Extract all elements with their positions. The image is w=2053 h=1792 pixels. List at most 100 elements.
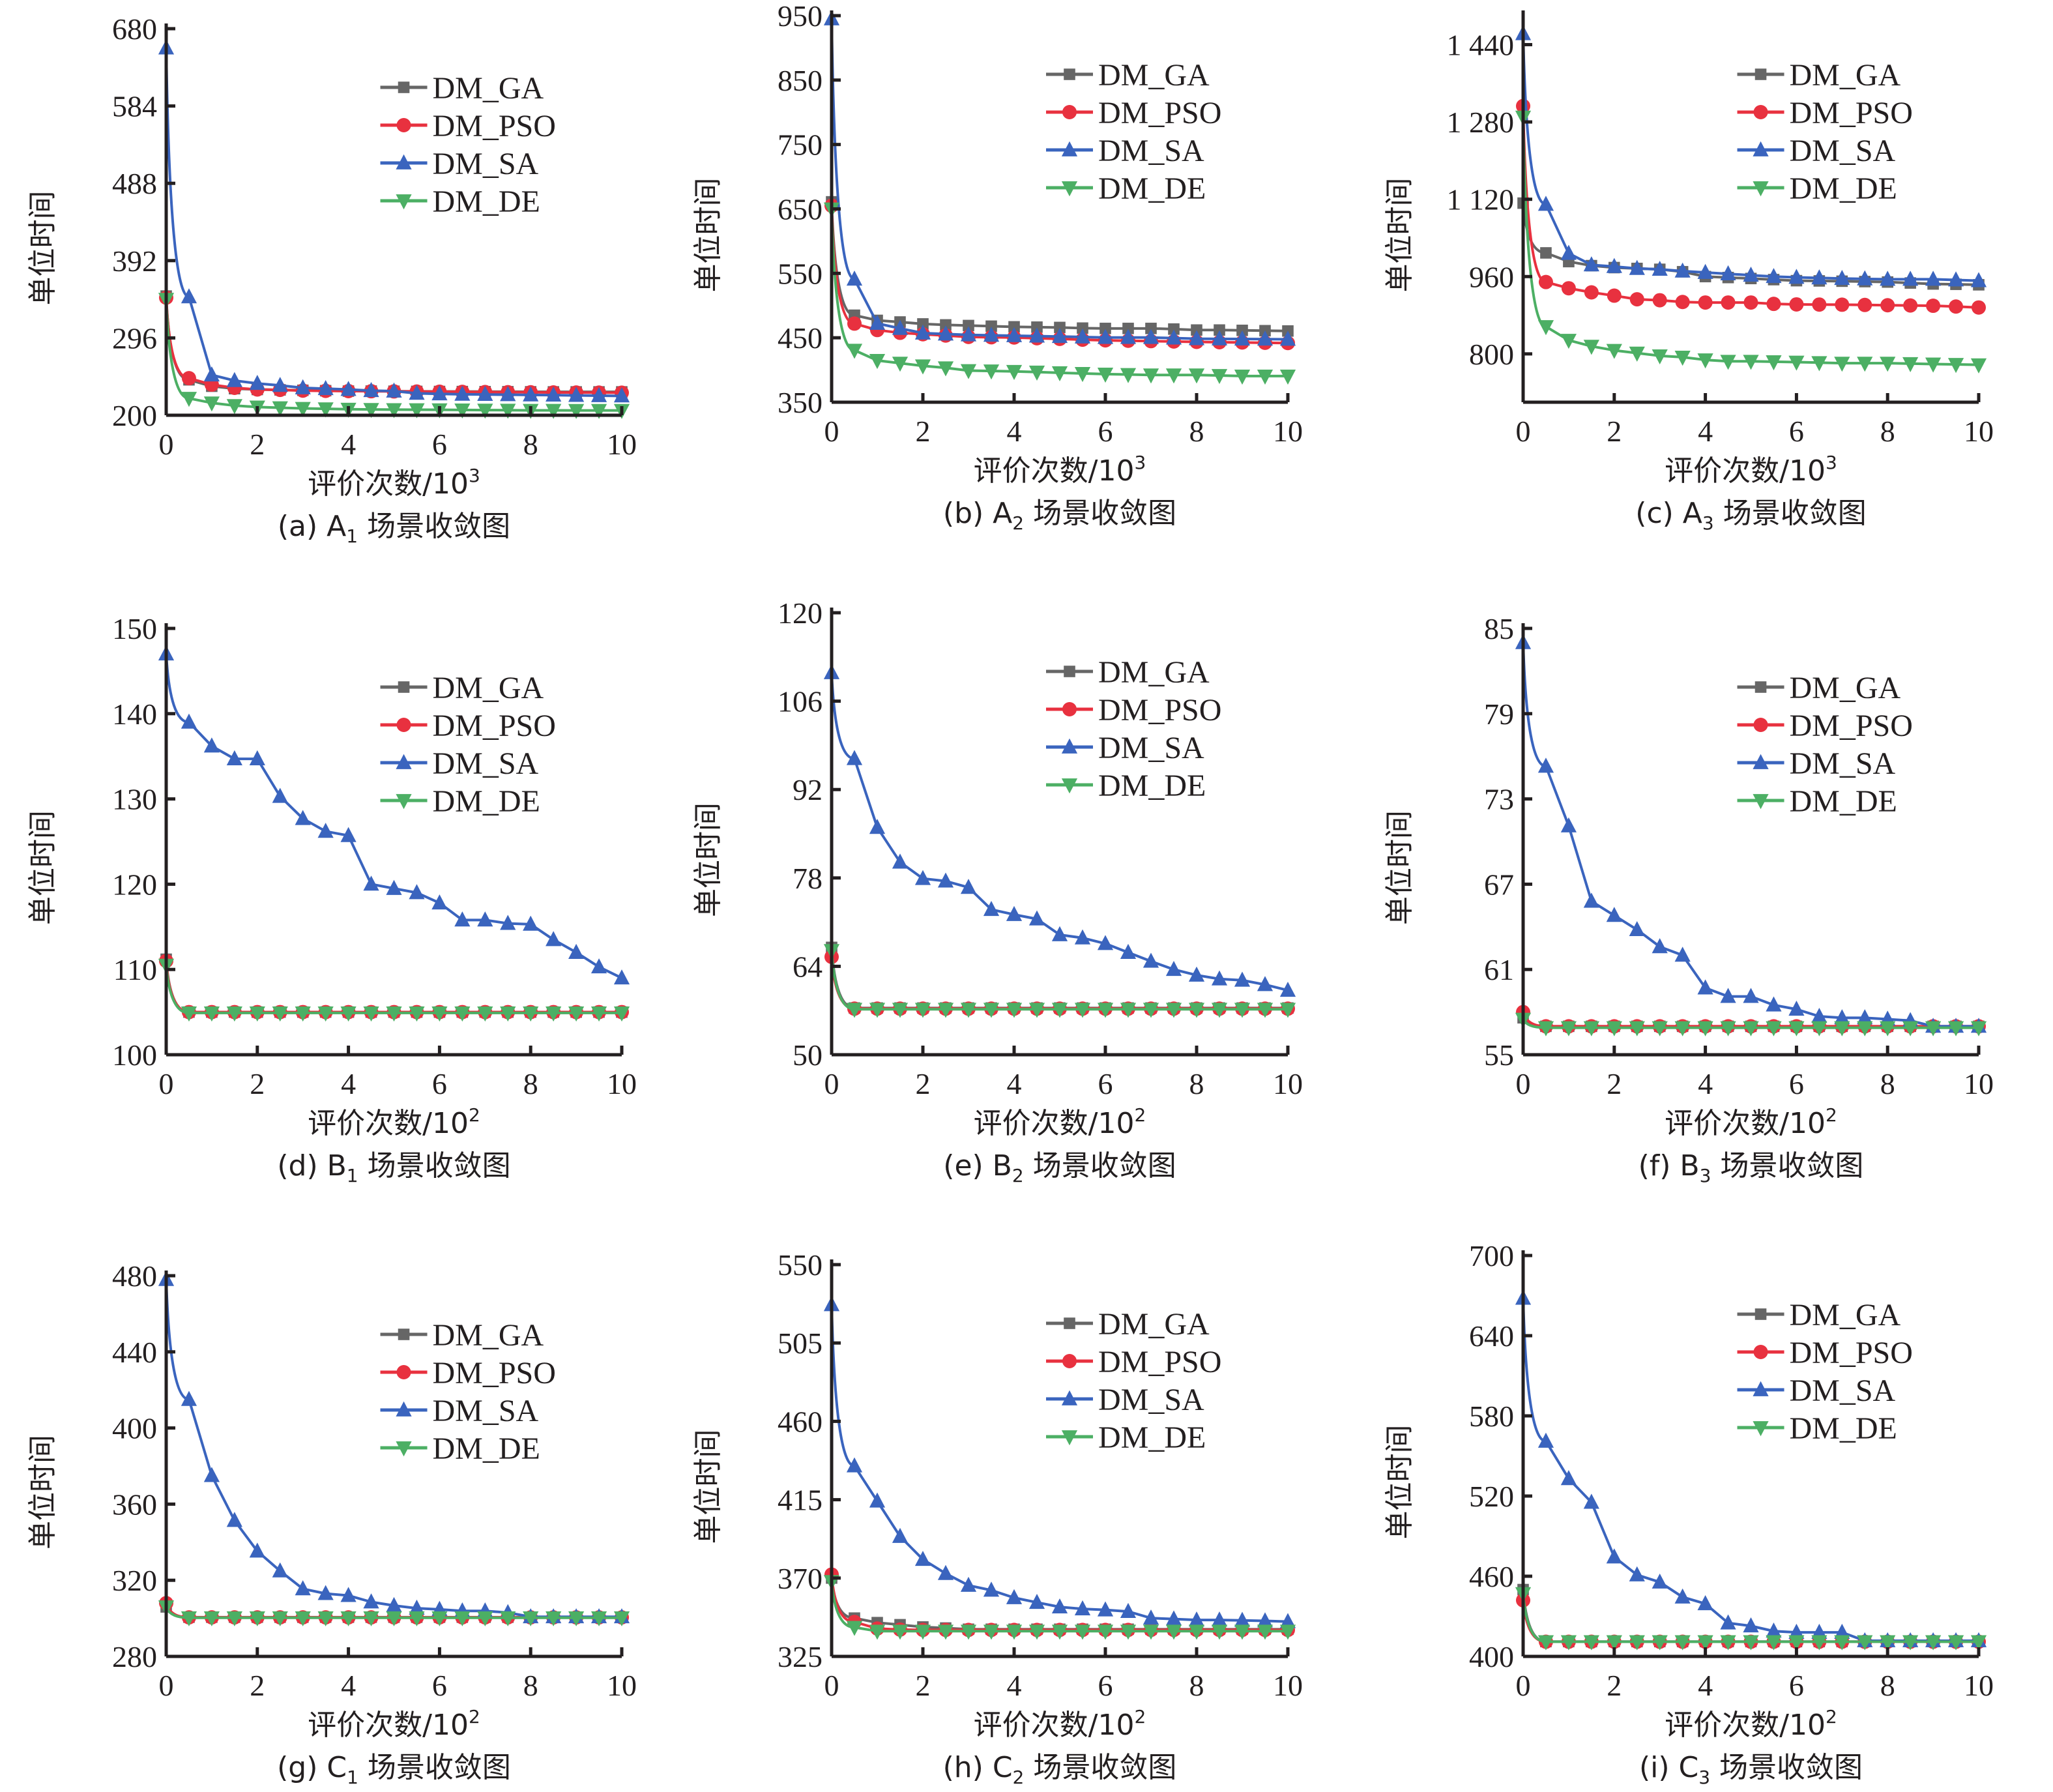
data-point xyxy=(1051,926,1068,941)
panel-caption: (g) C1 场景收敛图 xyxy=(277,1751,511,1788)
legend-item-dm-de: DM_DE xyxy=(380,784,540,819)
data-point xyxy=(500,1006,516,1022)
y-tick-label: 950 xyxy=(778,0,823,33)
y-tick-label: 488 xyxy=(112,167,157,200)
x-tick-label: 8 xyxy=(523,1669,538,1702)
data-point xyxy=(1947,1635,1964,1651)
data-point xyxy=(1097,1601,1114,1617)
data-point xyxy=(1279,982,1296,997)
data-point xyxy=(1834,1009,1850,1025)
data-point xyxy=(1234,971,1251,987)
data-point xyxy=(1834,1635,1850,1651)
y-tick-label: 960 xyxy=(1469,260,1514,293)
data-point xyxy=(340,1611,357,1626)
y-tick-label: 106 xyxy=(778,685,823,718)
legend-item-dm-de: DM_DE xyxy=(380,1432,540,1466)
series-line xyxy=(165,960,622,1014)
y-tick-label: 120 xyxy=(112,868,157,901)
data-point xyxy=(1165,1003,1182,1018)
data-point xyxy=(1583,1635,1599,1651)
data-point xyxy=(985,320,997,332)
legend-label: DM_GA xyxy=(1098,655,1210,690)
y-tick-label: 580 xyxy=(1469,1400,1514,1433)
y-tick-label: 550 xyxy=(778,1248,823,1282)
series-dm-sa xyxy=(1515,634,1987,1033)
series-line xyxy=(1522,642,1979,1028)
data-point xyxy=(1857,357,1873,372)
legend-item-dm-ga: DM_GA xyxy=(1046,1307,1210,1342)
legend-label: DM_DE xyxy=(1790,784,1897,819)
y-tick-label: 400 xyxy=(1469,1640,1514,1673)
legend-label: DM_GA xyxy=(1098,58,1210,93)
data-point xyxy=(272,1562,288,1578)
y-tick-label: 50 xyxy=(793,1038,823,1072)
data-point xyxy=(317,1006,334,1022)
data-point xyxy=(914,870,931,885)
data-point xyxy=(546,1006,562,1022)
data-point xyxy=(960,326,977,342)
data-point xyxy=(1168,323,1180,335)
data-point xyxy=(249,1542,265,1558)
data-point xyxy=(1674,1021,1691,1036)
data-point xyxy=(846,1457,863,1473)
x-tick-label: 10 xyxy=(1964,1067,1994,1100)
data-point xyxy=(1629,1021,1645,1036)
y-tick-label: 64 xyxy=(793,950,823,983)
data-point xyxy=(590,1611,607,1626)
data-point xyxy=(363,403,379,419)
data-point xyxy=(1674,1588,1691,1604)
y-tick-label: 1 440 xyxy=(1447,28,1515,61)
data-point xyxy=(568,943,585,959)
data-point xyxy=(1560,334,1577,349)
data-point xyxy=(386,382,402,398)
data-point xyxy=(1743,1617,1759,1633)
legend-item-dm-de: DM_DE xyxy=(380,184,540,219)
data-point xyxy=(1674,351,1691,366)
legend-marker xyxy=(396,754,412,769)
legend-label: DM_DE xyxy=(1098,769,1206,803)
data-point xyxy=(960,1576,977,1592)
data-point xyxy=(1972,300,1986,315)
legend-label: DM_GA xyxy=(1098,1307,1210,1342)
data-point xyxy=(203,1467,220,1482)
x-tick-label: 6 xyxy=(1098,415,1113,448)
data-point xyxy=(869,354,886,370)
data-point xyxy=(1006,364,1023,380)
y-tick-label: 79 xyxy=(1484,698,1514,731)
legend-marker xyxy=(1753,754,1769,769)
legend-marker xyxy=(1061,1390,1078,1405)
data-point xyxy=(1606,344,1622,359)
data-point xyxy=(1743,1635,1759,1651)
data-point xyxy=(568,404,585,419)
data-point xyxy=(846,1621,863,1636)
y-axis-title: 单位时间 xyxy=(1383,1425,1416,1540)
x-tick-label: 10 xyxy=(1273,415,1303,448)
data-point xyxy=(1720,1614,1736,1630)
data-point xyxy=(386,1006,402,1022)
data-point xyxy=(983,327,1000,342)
legend-item-dm-ga: DM_GA xyxy=(1737,1298,1901,1332)
data-point xyxy=(1766,355,1782,371)
data-point xyxy=(1165,1624,1182,1640)
y-tick-label: 1 280 xyxy=(1447,106,1515,139)
y-tick-label: 140 xyxy=(112,698,157,731)
data-point xyxy=(1279,1003,1296,1018)
data-point xyxy=(847,316,862,331)
panel-caption: (d) B1 场景收敛图 xyxy=(277,1149,510,1186)
data-point xyxy=(1743,266,1759,282)
data-point xyxy=(1857,270,1873,286)
legend-marker xyxy=(1064,68,1075,80)
data-point xyxy=(295,379,311,394)
legend-item-dm-pso: DM_PSO xyxy=(380,1356,556,1390)
data-point xyxy=(295,1006,311,1022)
legend-item-dm-pso: DM_PSO xyxy=(1737,96,1913,130)
x-tick-label: 6 xyxy=(432,1669,447,1702)
data-point xyxy=(1560,244,1577,260)
data-point xyxy=(523,386,539,402)
data-point xyxy=(1143,952,1159,968)
data-point xyxy=(546,1611,562,1626)
data-point xyxy=(1122,323,1134,334)
